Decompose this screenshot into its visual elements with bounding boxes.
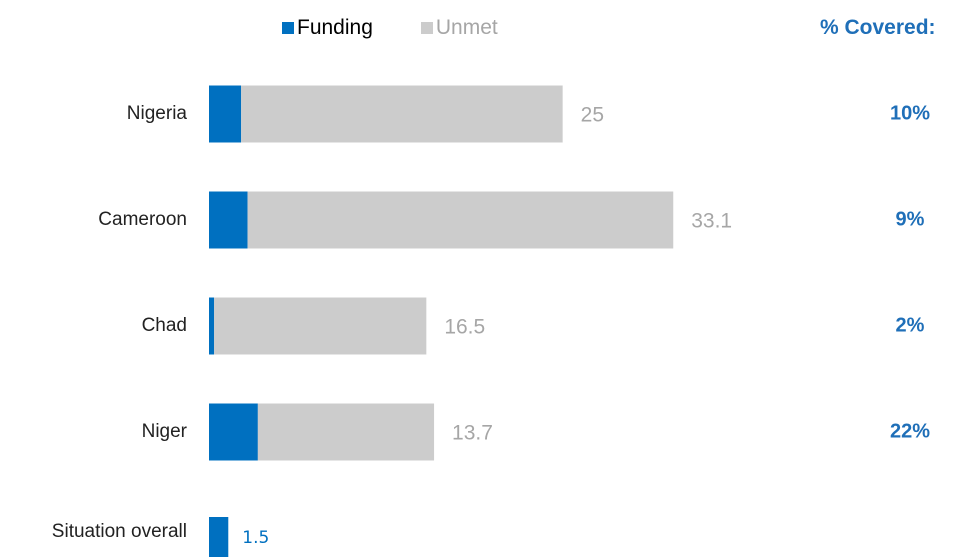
category-label-nigeria: Nigeria [127,103,188,124]
legend-swatch-unmet [420,22,433,34]
legend-label-unmet: Unmet [435,16,498,39]
percent-covered-cameroon: 9% [896,208,925,230]
bar-funding-nigeria [209,85,242,143]
percent-covered-header: % Covered: [820,16,936,39]
legend-item-unmet: Unmet [420,15,498,41]
legend-label-funding: Funding [297,16,373,39]
bar-unmet-niger [257,403,435,461]
bar-unmet-nigeria [241,85,563,143]
category-label-chad: Chad [142,315,187,336]
percent-covered-nigeria: 10% [890,102,930,124]
category-label-situation-overall: Situation overall [52,521,187,542]
data-label-situation-overall: 1.5 [242,528,269,548]
legend-item-funding: Funding [282,15,373,41]
percent-covered-chad: 2% [896,314,925,336]
bar-funding-chad [209,297,215,355]
bar-unmet-chad [214,297,427,355]
category-label-cameroon: Cameroon [98,209,187,230]
percent-covered-niger: 22% [890,420,930,442]
category-label-niger: Niger [142,421,188,442]
bar-unmet-cameroon [247,191,674,249]
data-label-cameroon: 33.1 [691,210,732,233]
bar-funding-niger [209,403,258,461]
bar-funding-cameroon [209,191,248,249]
data-label-nigeria: 25 [581,104,604,127]
bar-funding-situation-overall [209,517,229,557]
data-label-niger: 13.7 [452,422,493,445]
legend-swatch-funding [282,22,294,34]
data-label-chad: 16.5 [444,316,485,339]
chart-legend: Funding Unmet [282,15,546,41]
